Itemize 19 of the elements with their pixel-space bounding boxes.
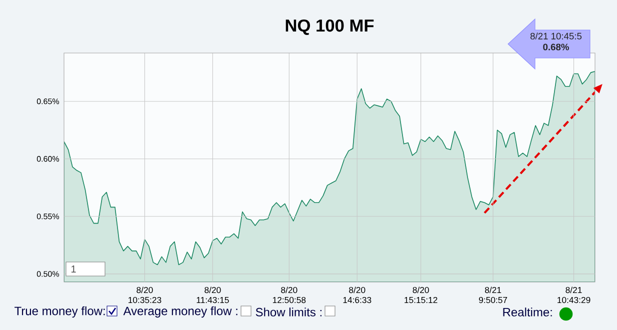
x-tick-label: 8/20 11:43:15 xyxy=(196,286,229,304)
text: 8/21 10:45:5 xyxy=(530,32,582,40)
y-tick-label: 0.50% xyxy=(36,271,60,277)
x-tick-label: 8/20 15:15:12 xyxy=(404,286,438,304)
y-tick-label: 0.60% xyxy=(36,156,60,162)
text: Realtime: xyxy=(503,308,552,316)
text: True money flow: xyxy=(14,306,105,318)
y-tick-label: 0.65% xyxy=(36,98,60,104)
text: Average money flow : xyxy=(123,306,238,318)
chart-title: NQ 100 MF xyxy=(286,19,374,35)
x-tick-label: 8/20 10:35:23 xyxy=(128,286,162,304)
x-tick-label: 8/20 14:6:33 xyxy=(343,286,372,304)
x-tick-label: 8/20 12:50:58 xyxy=(272,286,306,304)
x-tick-label: 8/21 10:43:29 xyxy=(558,286,590,304)
text: 0.68% xyxy=(543,44,569,50)
y-tick-label: 0.55% xyxy=(36,214,60,220)
x-tick-label: 8/21 9:50:57 xyxy=(478,286,508,304)
annotation: 1 xyxy=(71,266,76,272)
text: Show limits : xyxy=(256,308,322,316)
